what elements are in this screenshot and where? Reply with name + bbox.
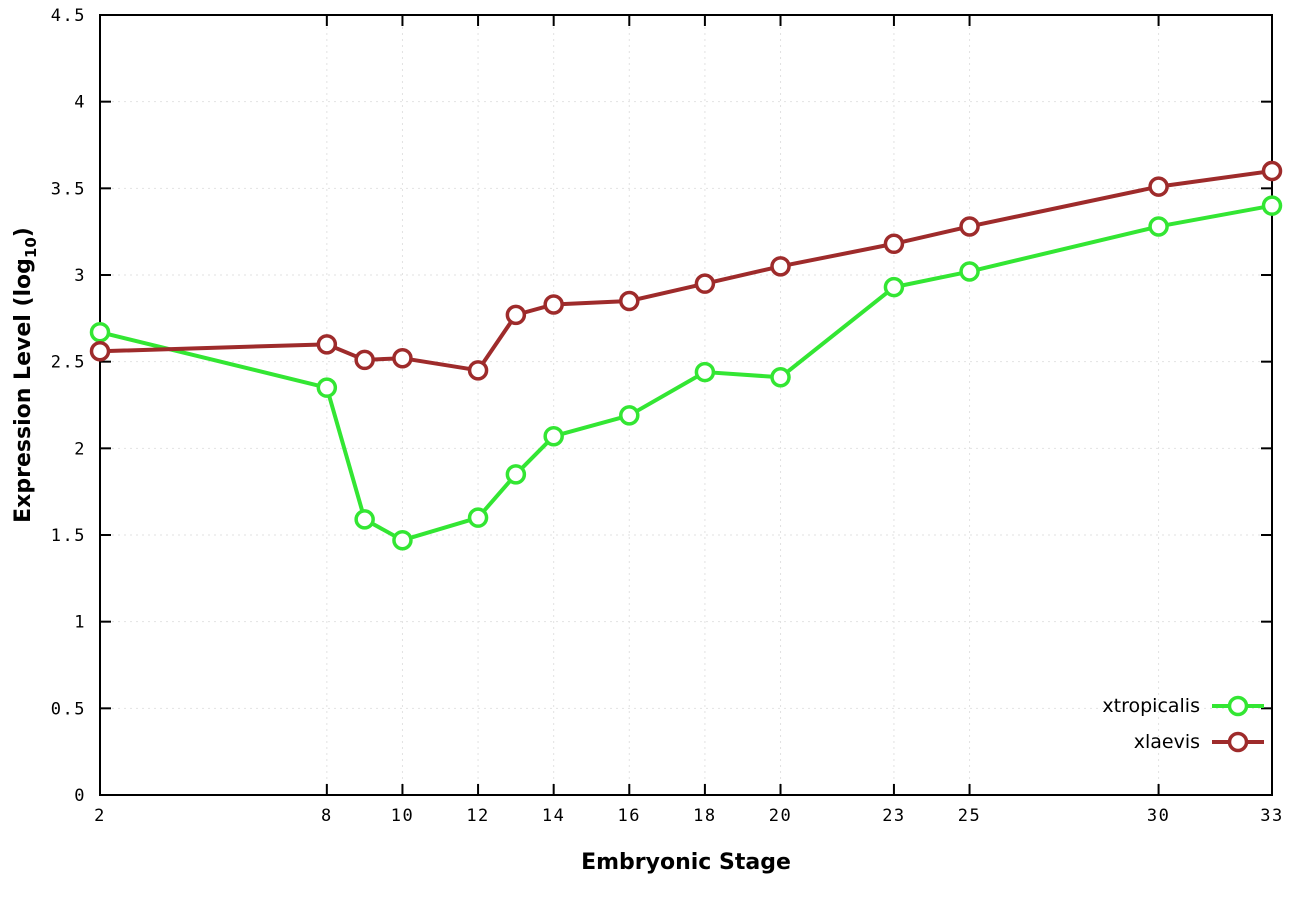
data-point-xlaevis	[467, 360, 489, 381]
plot-border	[99, 14, 1273, 796]
y-tick-label: 4	[74, 93, 86, 113]
legend-label: xlaevis	[1134, 731, 1200, 753]
data-point-xlaevis	[1148, 176, 1169, 197]
data-point-xtropicalis	[543, 425, 564, 447]
data-point-xlaevis	[883, 233, 905, 255]
data-point-xtropicalis	[770, 367, 791, 388]
data-point-xlaevis	[1261, 160, 1283, 182]
y-tick-label: 0	[74, 786, 86, 806]
series-xtropicalis	[89, 195, 1283, 551]
y-tick-label: 4.5	[51, 6, 86, 26]
data-point-xlaevis	[392, 347, 413, 369]
y-axis-label: Expression Level (log10)	[11, 227, 40, 523]
legend-item-xlaevis: xlaevis	[1134, 731, 1264, 753]
data-point-xtropicalis	[505, 464, 527, 485]
data-point-xtropicalis	[1148, 216, 1169, 237]
x-tick-label: 12	[466, 806, 489, 826]
y-tick-label: 1.5	[51, 526, 86, 546]
data-point-xtropicalis	[392, 529, 413, 551]
data-point-xtropicalis	[89, 321, 111, 343]
x-tick-label: 16	[618, 806, 641, 826]
legend-item-xtropicalis: xtropicalis	[1102, 695, 1264, 717]
tick-marks	[99, 14, 1273, 796]
data-point-xlaevis	[89, 341, 111, 362]
x-tick-label: 2	[94, 806, 106, 826]
legend-sample-marker	[1227, 731, 1249, 753]
series-line-xlaevis	[98, 169, 1274, 373]
data-point-xlaevis	[354, 349, 375, 371]
data-point-xlaevis	[316, 334, 338, 355]
x-tick-label: 18	[693, 806, 716, 826]
data-point-xtropicalis	[959, 261, 980, 282]
grid-lines	[99, 14, 1273, 796]
y-tick-label: 2.5	[51, 353, 86, 373]
x-tick-label: 30	[1147, 806, 1170, 826]
data-point-xlaevis	[543, 294, 564, 315]
x-tick-label: 20	[769, 806, 792, 826]
data-point-xtropicalis	[316, 377, 338, 398]
x-tick-label: 23	[882, 806, 905, 826]
x-tick-label: 10	[391, 806, 414, 826]
legend-sample-marker	[1227, 695, 1249, 717]
data-point-xtropicalis	[694, 361, 716, 383]
series-xlaevis	[89, 160, 1283, 381]
y-tick-label: 3.5	[51, 179, 86, 199]
data-point-xlaevis	[770, 256, 791, 277]
x-tick-label: 14	[542, 806, 565, 826]
legend: xtropicalis xlaevis	[1102, 695, 1264, 753]
data-point-xlaevis	[694, 273, 716, 294]
data-point-xlaevis	[619, 290, 640, 312]
x-tick-label: 25	[958, 806, 981, 826]
data-point-xlaevis	[959, 216, 980, 237]
y-tick-label: 1	[74, 613, 86, 633]
x-tick-label: 33	[1260, 806, 1283, 826]
x-tick-label: 8	[321, 806, 333, 826]
data-point-xtropicalis	[354, 509, 375, 530]
legend-label: xtropicalis	[1102, 695, 1200, 717]
series-line-xtropicalis	[98, 203, 1274, 543]
data-point-xtropicalis	[467, 507, 489, 528]
x-axis-label: Embryonic Stage	[581, 850, 791, 875]
data-point-xtropicalis	[619, 405, 640, 426]
data-point-xtropicalis	[1261, 195, 1283, 216]
y-tick-label: 0.5	[51, 699, 86, 719]
data-point-xtropicalis	[883, 276, 905, 298]
tick-labels: 2 8 10 12 14 16 18 20 23 25 30 33 0 0.5 1 1.5 2 2.5 3 3.5 4 4…	[51, 6, 1283, 826]
y-tick-label: 2	[74, 439, 86, 459]
data-point-xlaevis	[505, 304, 527, 326]
y-tick-label: 3	[74, 266, 86, 286]
